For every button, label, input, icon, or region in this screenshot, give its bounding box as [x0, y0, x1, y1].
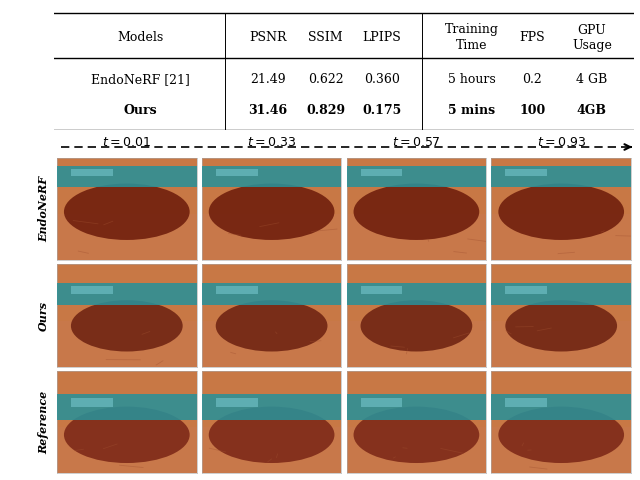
Text: PSNR: PSNR [249, 31, 286, 44]
Ellipse shape [71, 300, 182, 351]
Ellipse shape [499, 407, 624, 463]
Text: FPS: FPS [520, 31, 545, 44]
Text: LPIPS: LPIPS [362, 31, 401, 44]
Text: GPU: GPU [577, 24, 606, 36]
Text: 100: 100 [519, 104, 545, 117]
Bar [57, 427, 196, 473]
Text: $t = 0.01$: $t = 0.01$ [102, 136, 151, 149]
Text: 4 GB: 4 GB [576, 72, 607, 86]
Text: 21.49: 21.49 [250, 72, 285, 86]
Ellipse shape [506, 300, 617, 351]
Ellipse shape [64, 407, 189, 463]
Bar [492, 215, 631, 261]
Text: 0.2: 0.2 [522, 72, 542, 86]
Ellipse shape [209, 407, 335, 463]
Bar [216, 169, 258, 176]
Bar [202, 166, 342, 187]
Bar [202, 394, 342, 420]
Bar [202, 283, 342, 305]
Bar [347, 283, 486, 305]
Bar [57, 215, 196, 261]
Text: Ours: Ours [38, 300, 49, 331]
Bar [347, 394, 486, 420]
Text: 0.622: 0.622 [308, 72, 343, 86]
Text: 4GB: 4GB [577, 104, 607, 117]
Text: Models: Models [117, 31, 163, 44]
Text: EndoNeRF [21]: EndoNeRF [21] [91, 72, 189, 86]
Bar [492, 321, 631, 367]
Bar [202, 215, 342, 261]
Text: 0.360: 0.360 [364, 72, 399, 86]
Bar [492, 394, 631, 420]
Text: Time: Time [456, 39, 487, 52]
Bar [202, 321, 342, 367]
Bar [57, 283, 196, 305]
Text: EndoNeRF: EndoNeRF [38, 176, 49, 242]
Bar [57, 394, 196, 420]
Bar [347, 215, 486, 261]
Bar [347, 427, 486, 473]
Bar [506, 398, 547, 407]
Bar [506, 286, 547, 294]
Bar [216, 286, 258, 294]
Bar [71, 398, 113, 407]
Ellipse shape [216, 300, 328, 351]
Text: 31.46: 31.46 [248, 104, 287, 117]
Bar [492, 283, 631, 305]
Text: SSIM: SSIM [308, 31, 343, 44]
Text: Reference: Reference [38, 390, 49, 454]
Text: $t = 0.33$: $t = 0.33$ [247, 136, 296, 149]
Ellipse shape [499, 183, 624, 240]
Bar [71, 286, 113, 294]
Bar [347, 166, 486, 187]
Bar [360, 169, 403, 176]
Ellipse shape [64, 183, 189, 240]
Ellipse shape [353, 183, 479, 240]
Text: 0.829: 0.829 [306, 104, 345, 117]
Bar [216, 398, 258, 407]
Bar [492, 427, 631, 473]
Text: $t = 0.93$: $t = 0.93$ [537, 136, 586, 149]
Bar [360, 286, 403, 294]
Ellipse shape [353, 407, 479, 463]
Text: $t = 0.57$: $t = 0.57$ [392, 136, 440, 149]
Bar [202, 427, 342, 473]
Text: Usage: Usage [572, 39, 612, 52]
Text: 0.175: 0.175 [362, 104, 401, 117]
Bar [57, 166, 196, 187]
Bar [57, 321, 196, 367]
Text: Ours: Ours [124, 104, 157, 117]
Text: 5 hours: 5 hours [447, 72, 495, 86]
Bar [360, 398, 403, 407]
Bar [492, 166, 631, 187]
Bar [71, 169, 113, 176]
Text: 5 mins: 5 mins [448, 104, 495, 117]
Ellipse shape [209, 183, 335, 240]
Bar [347, 321, 486, 367]
Bar [506, 169, 547, 176]
Ellipse shape [360, 300, 472, 351]
Text: Training: Training [444, 24, 499, 36]
